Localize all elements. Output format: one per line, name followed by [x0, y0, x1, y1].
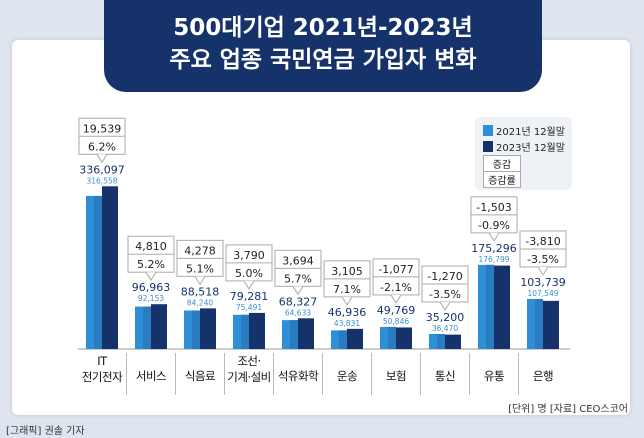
value-label-2023: 336,097: [79, 163, 125, 176]
category-label: 보험: [386, 369, 406, 383]
callout-pointer: [439, 301, 451, 311]
change-rate: -3.5%: [527, 253, 559, 266]
legend-label-2023: 2023년 12월말: [496, 143, 565, 154]
value-label-2023: 49,769: [377, 304, 416, 317]
bar-2021-shade: [241, 314, 249, 349]
title-line-2: 주요 업종 국민연금 가입자 변화: [169, 47, 477, 73]
category-label: 운송: [337, 369, 357, 383]
category-label: 통신: [435, 369, 455, 383]
value-label-2021: 316,558: [86, 176, 117, 185]
bar-2021-shade: [143, 306, 151, 349]
change-rate: -2.1%: [380, 281, 412, 294]
bar-2021-shade: [437, 334, 445, 349]
value-label-2021: 84,240: [187, 298, 213, 307]
legend-swatch-2023: [483, 141, 493, 152]
change-value: -1,077: [378, 263, 413, 276]
change-value: 4,278: [184, 244, 216, 257]
bar-2023: [494, 265, 510, 349]
value-label-2023: 68,327: [279, 295, 318, 308]
legend-item-2023: 2023년 12월말: [483, 139, 565, 154]
bar-2023: [102, 186, 118, 349]
change-value: 19,539: [83, 122, 122, 135]
legend-label-2021: 2021년 12월말: [496, 127, 565, 138]
change-rate: 5.1%: [186, 262, 214, 275]
category-label: 서비스: [136, 369, 166, 383]
value-label-2023: 35,200: [426, 311, 465, 324]
change-rate: 6.2%: [88, 140, 116, 153]
category-label: 유통: [484, 369, 504, 383]
change-rate: -3.5%: [429, 288, 461, 301]
value-label-2023: 88,518: [181, 285, 220, 298]
legend: 2021년 12월말 2023년 12월말 증감 증감률: [475, 117, 572, 190]
bar-2023: [396, 327, 412, 349]
bar-2023: [543, 300, 559, 349]
category-label: 은행: [533, 369, 553, 383]
bar-2021-shade: [339, 330, 347, 349]
title-line-1: 500대기업 2021년-2023년: [173, 15, 473, 41]
value-label-2023: 175,296: [471, 242, 517, 255]
legend-rate: 증감률: [484, 171, 520, 187]
value-label-2021: 36,470: [432, 324, 458, 333]
bar-2021-shade: [94, 195, 102, 349]
legend-item-2021: 2021년 12월말: [483, 123, 565, 138]
legend-change: 증감: [492, 160, 512, 171]
category-label: 조선·: [237, 354, 260, 368]
bar-2023: [151, 304, 167, 349]
change-value: 3,105: [331, 265, 363, 278]
callout-pointer: [96, 154, 108, 164]
value-label-2021: 50,846: [383, 317, 409, 326]
value-label-2023: 103,739: [520, 276, 566, 289]
change-value: 4,810: [135, 240, 167, 253]
callout-pointer: [145, 271, 157, 282]
change-rate: 5.2%: [137, 258, 165, 271]
bar-2023: [347, 328, 363, 349]
category-label: 석유화학: [278, 369, 319, 383]
value-label-2021: 92,153: [138, 294, 164, 303]
source-note: [단위] 명 [자료] CEO스코어: [508, 404, 628, 415]
callout-pointer: [488, 232, 500, 242]
callout-pointer: [243, 280, 255, 290]
change-rate: 7.1%: [333, 283, 361, 296]
bar-2021-shade: [388, 326, 396, 349]
value-label-2021: 43,831: [334, 319, 360, 328]
legend-swatch-2021: [483, 125, 493, 136]
category-label: 기계·설비: [227, 370, 270, 384]
callout-pointer: [537, 266, 549, 276]
category-label: 식음료: [185, 369, 215, 383]
callout-pointer: [194, 276, 206, 286]
change-value: 3,790: [233, 249, 265, 262]
bar-2021-shade: [535, 298, 543, 349]
value-label-2023: 96,963: [132, 281, 171, 294]
credit: [그래픽] 권솔 기자: [6, 426, 85, 437]
value-label-2021: 176,799: [478, 255, 509, 264]
change-value: -1,503: [476, 201, 511, 214]
bar-2023: [200, 308, 216, 349]
legend-box: 증감 증감률: [483, 155, 521, 188]
callout-pointer: [292, 286, 304, 296]
callout-pointer: [390, 294, 402, 304]
bar-2023: [249, 312, 265, 349]
value-label-2021: 107,549: [527, 289, 558, 298]
bar-2023: [445, 334, 461, 349]
change-rate: 5.0%: [235, 267, 263, 280]
change-value: -3,810: [525, 235, 560, 248]
bar-2023: [298, 318, 314, 349]
value-label-2021: 75,491: [236, 303, 262, 312]
value-label-2023: 79,281: [230, 290, 269, 303]
bar-2021-shade: [192, 310, 200, 349]
change-value: 3,694: [282, 254, 314, 267]
callout-pointer: [341, 296, 353, 306]
change-rate: 5.7%: [284, 272, 312, 285]
bar-2021-shade: [290, 320, 298, 349]
change-rate: -0.9%: [478, 219, 510, 232]
bar-2021-shade: [486, 264, 494, 349]
category-label: 전기전자: [82, 370, 123, 384]
title-banner: 500대기업 2021년-2023년 주요 업종 국민연금 가입자 변화: [104, 0, 542, 92]
value-label-2023: 46,936: [328, 306, 367, 319]
category-label: IT: [97, 354, 108, 368]
change-value: -1,270: [427, 270, 462, 283]
value-label-2021: 64,633: [285, 308, 311, 317]
